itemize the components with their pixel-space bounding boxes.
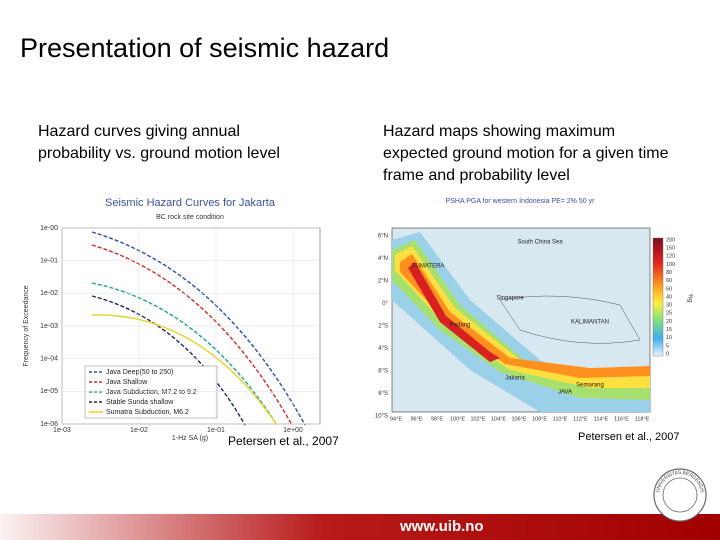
hazard-map: PSHA PGA for western Indonesia PE= 2% 50…: [375, 198, 693, 423]
scale-label: 80: [666, 270, 672, 276]
lat-tick-label: 0°: [382, 301, 388, 307]
figure-title: Seismic Hazard Curves for Jakarta: [105, 197, 276, 209]
hazard-curve-figure: Seismic Hazard Curves for Jakarta BC roc…: [23, 197, 321, 442]
scale-label: 0: [666, 351, 669, 357]
legend-box: [84, 365, 218, 419]
scale-label: 50: [666, 286, 672, 292]
lat-tick-label: 4°S: [378, 346, 388, 352]
lon-tick-label: 118°E: [635, 416, 650, 422]
legend-label: Java Shallow: [106, 379, 148, 386]
scale-label: 20: [666, 319, 672, 325]
caption-line: expected ground motion for a given time: [383, 145, 669, 162]
scale-label: 15: [666, 327, 672, 333]
lon-tick-label: 98°E: [431, 416, 443, 422]
footer-url: www.uib.no: [399, 518, 484, 535]
y-tick-label: 1e-01: [40, 258, 58, 265]
legend-label: Stable Sunda shallow: [106, 399, 174, 406]
slide-title: Presentation of seismic hazard: [20, 33, 389, 63]
lon-tick-label: 112°E: [573, 416, 588, 422]
lat-tick-label: 8°S: [378, 391, 388, 397]
curve: [91, 282, 278, 426]
credit: Petersen et al., 2007: [228, 434, 339, 448]
lon-tick-label: 108°E: [532, 416, 547, 422]
hazard-zone: [400, 254, 650, 378]
y-tick-label: 1e-04: [40, 356, 58, 363]
color-scale: [652, 237, 664, 357]
lat-tick-label: 4°N: [378, 256, 388, 262]
scale-label: 150: [666, 246, 675, 252]
y-axis-label: Frequency of Exceedance: [23, 285, 30, 366]
lon-tick-label: 116°E: [614, 416, 629, 422]
lon-tick-label: 104°E: [491, 416, 506, 422]
x-tick-label: 1e-02: [130, 427, 148, 434]
map-title: PSHA PGA for western Indonesia PE= 2% 50…: [446, 198, 595, 205]
legend-label: Java Deep(50 to 250): [106, 369, 173, 376]
y-tick-label: 1e-00: [40, 225, 58, 232]
scale-label: 30: [666, 303, 672, 309]
scale-label: 25: [666, 311, 672, 317]
scale-label: 5: [666, 343, 669, 349]
caption-line: Hazard maps showing maximum: [383, 123, 615, 140]
lon-tick-label: 96°E: [411, 416, 423, 422]
figure-subtitle: BC rock site condition: [156, 214, 224, 221]
coastline: [499, 295, 641, 344]
scale-label: 40: [666, 294, 672, 300]
y-tick-label: 1e-03: [40, 323, 58, 330]
x-tick-label: 1e+00: [283, 427, 303, 434]
legend-label: Java Subduction, M7.2 to 9.2: [106, 389, 197, 396]
curve: [91, 244, 293, 426]
hazard-curves: [91, 231, 306, 426]
curve: [91, 295, 246, 426]
place-label: Semarang: [576, 383, 604, 389]
logo: [653, 468, 707, 522]
lat-tick-label: 6°S: [378, 369, 388, 375]
place-label: KALIMANTAN: [571, 320, 609, 326]
lon-tick-label: 94°E: [390, 416, 402, 422]
caption-line: Hazard curves giving annual: [38, 123, 240, 140]
lon-tick-label: 100°E: [450, 416, 465, 422]
place-label: Jakarta: [505, 376, 525, 382]
lat-tick-label: 2°S: [378, 324, 388, 330]
place-label: Padang: [450, 323, 471, 329]
lat-tick-label: 10°S: [375, 414, 388, 420]
scale-label: 120: [666, 254, 675, 260]
lon-tick-label: 106°E: [511, 416, 526, 422]
lat-tick-label: 2°N: [378, 279, 388, 285]
legend-label: Sumatra Subduction, M6.2: [106, 409, 189, 416]
scale-label: 10: [666, 335, 672, 341]
caption-line: frame and probability level: [383, 167, 570, 184]
place-label: Singapore: [496, 296, 524, 302]
place-label: SUMATERA: [412, 264, 445, 270]
footer-band: [0, 514, 720, 540]
x-tick-label: 1e-03: [53, 427, 71, 434]
lon-tick-label: 102°E: [470, 416, 485, 422]
scale-unit: %g: [686, 294, 692, 303]
lon-tick-label: 114°E: [594, 416, 609, 422]
y-tick-label: 1e-02: [40, 290, 58, 297]
place-label: South China Sea: [517, 240, 563, 246]
hazard-zone: [408, 262, 500, 362]
place-label: JAVA: [558, 390, 572, 396]
curve: [91, 314, 278, 426]
lat-tick-label: 6°N: [378, 234, 388, 240]
lon-tick-label: 110°E: [553, 416, 568, 422]
caption-line: probability vs. ground motion level: [38, 145, 280, 162]
credit: Petersen et al., 2007: [578, 431, 680, 443]
x-axis-label: 1-Hz SA (g): [172, 435, 208, 442]
scale-label: 60: [666, 278, 672, 284]
y-tick-label: 1e-05: [40, 388, 58, 395]
scale-label: 100: [666, 262, 675, 268]
logo-ring: [662, 477, 698, 513]
x-tick-label: 1e-01: [207, 427, 225, 434]
scale-label: 200: [666, 237, 675, 243]
y-tick-label: 1e-06: [40, 421, 58, 428]
